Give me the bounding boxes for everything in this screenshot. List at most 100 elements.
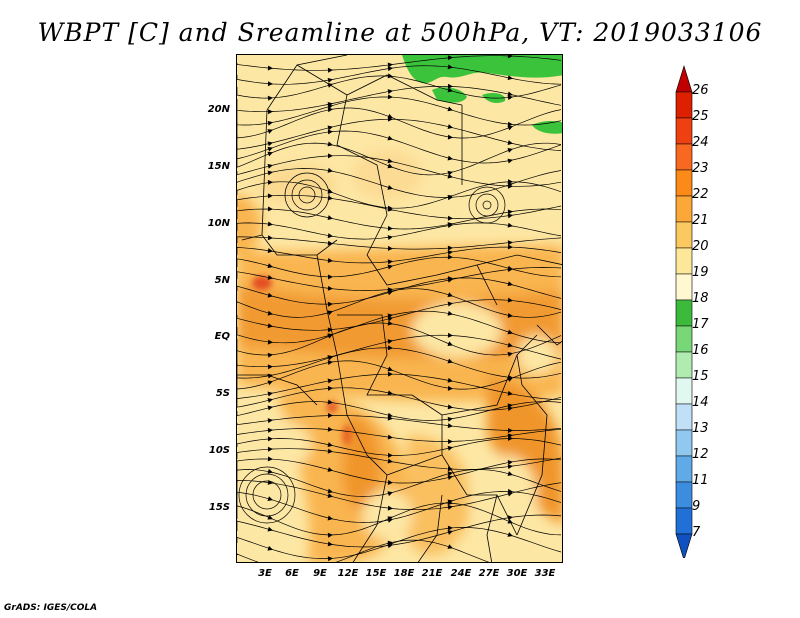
lon-label-21e: 21E (421, 568, 443, 579)
streamline-arrow (447, 358, 453, 364)
streamline-arrow (447, 194, 453, 200)
colorbar-swatch (675, 273, 693, 301)
streamline-arrow (387, 491, 393, 497)
streamline-arrow (447, 544, 453, 549)
streamline-arrow (327, 515, 333, 521)
colorbar-label: 21 (692, 213, 709, 228)
streamline-arrow (387, 206, 393, 212)
streamline-arrow (447, 106, 453, 112)
streamline (237, 539, 490, 562)
streamline (237, 168, 562, 198)
streamline (237, 118, 562, 151)
streamline-arrow (267, 129, 273, 134)
lon-label-3e: 3E (258, 568, 272, 579)
streamline-arrow (507, 532, 513, 537)
streamline-arrow (447, 250, 453, 256)
streamline-arrow (387, 94, 393, 100)
lon-label-6e: 6E (285, 568, 299, 579)
streamline-arrow (387, 259, 393, 265)
streamline-arrow (267, 479, 273, 485)
footer-credit: GrADS: IGES/COLA (4, 603, 98, 613)
colorbar-label: 14 (692, 395, 709, 410)
streamline-arrow (327, 167, 333, 173)
streamline (237, 428, 562, 442)
streamline-arrow (267, 323, 273, 329)
streamline-arrow (267, 141, 273, 147)
streamline (237, 469, 562, 497)
colorbar-label: 25 (692, 109, 709, 124)
streamline (237, 458, 562, 484)
streamline-arrow (267, 397, 273, 403)
streamline-arrow (387, 158, 393, 164)
streamline-arrow (267, 95, 273, 101)
streamline-arrow (267, 468, 273, 474)
streamline (237, 360, 562, 390)
streamline-arrow (327, 448, 333, 454)
streamline-arrow (447, 471, 453, 477)
chart-title: WBPT [C] and Sreamline at 500hPa, VT: 20… (37, 18, 763, 47)
streamline-arrow (507, 403, 513, 409)
streamline-arrow (327, 301, 333, 307)
streamline-arrow (507, 377, 513, 382)
lon-label-30e: 30E (506, 568, 528, 579)
streamline-arrow (387, 235, 393, 240)
streamline-arrow (387, 345, 393, 351)
country-boundary (337, 314, 412, 396)
colorbar-swatch (675, 299, 693, 327)
streamline-arrow (447, 445, 453, 451)
streamline-arrow (447, 525, 453, 531)
streamline-arrow (447, 64, 453, 70)
streamline-arrow (327, 285, 333, 291)
streamline-arrow (327, 413, 333, 419)
streamline-arrow (447, 423, 453, 429)
streamline-arrow (327, 467, 333, 472)
streamline-arrow (447, 245, 453, 251)
streamline-arrow (507, 471, 513, 476)
streamline-arrow (387, 434, 393, 440)
streamline-arrow (507, 351, 513, 357)
streamline-arrow (387, 73, 393, 79)
streamline-arrow (267, 193, 273, 199)
streamline-arrow (507, 427, 513, 433)
streamline-arrow (387, 479, 393, 485)
streamline-arrow (327, 153, 333, 159)
streamline-arrow (327, 82, 333, 88)
streamline-arrow (327, 493, 333, 498)
streamline-arrow (327, 385, 333, 391)
streamline-arrow (447, 310, 453, 316)
streamline-arrow (387, 264, 393, 270)
streamline-arrow (387, 390, 393, 396)
streamline-arrow (267, 235, 273, 241)
streamline-arrow (387, 163, 393, 169)
streamline-arrow (267, 170, 273, 176)
streamline-arrow (267, 81, 273, 87)
streamline (237, 415, 562, 431)
streamline-arrow (327, 215, 333, 221)
eddy-streamline (482, 200, 492, 210)
lat-label-eq: EQ (214, 331, 230, 342)
streamline-arrow (327, 426, 333, 432)
colorbar-swatch (675, 403, 693, 431)
streamline (237, 208, 562, 230)
streamline (237, 401, 562, 421)
streamline-arrow (327, 333, 333, 339)
streamline (237, 322, 562, 356)
colorbar-label: 19 (692, 265, 709, 280)
streamline-arrow (447, 301, 453, 307)
colorbar-label: 23 (692, 161, 709, 176)
streamline-arrow (387, 135, 393, 141)
streamline (237, 387, 562, 411)
streamline (237, 181, 562, 209)
streamline-arrow (507, 488, 513, 494)
streamline-arrow (327, 257, 333, 263)
streamline-arrow (387, 540, 393, 546)
streamline-arrow (327, 378, 333, 384)
streamline-arrow (447, 55, 453, 61)
streamline-arrow (447, 223, 453, 229)
colorbar-label: 24 (692, 135, 709, 150)
streamline-arrow (507, 95, 513, 101)
streamline-arrow (507, 244, 513, 250)
streamline-arrow (507, 460, 513, 465)
streamline-arrow (327, 355, 333, 361)
streamline-arrow (327, 359, 333, 365)
